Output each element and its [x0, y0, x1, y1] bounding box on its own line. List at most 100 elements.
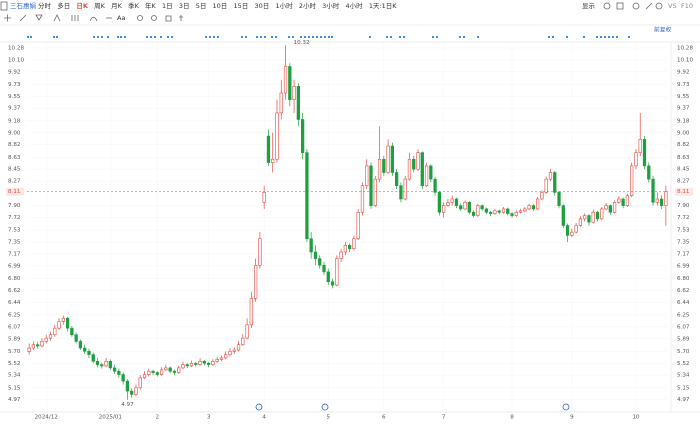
period-tab[interactable]: 30日 [254, 2, 269, 10]
capture-icon[interactable] [616, 2, 624, 10]
event-dot[interactable] [154, 36, 156, 38]
event-dot[interactable] [304, 36, 306, 38]
fib-tool[interactable] [53, 14, 61, 22]
event-dot[interactable] [403, 36, 405, 38]
shape-tool[interactable] [35, 14, 43, 21]
crosshair-tool[interactable] [4, 14, 11, 22]
help-icon[interactable] [655, 2, 663, 10]
period-tab[interactable]: 5日 [196, 2, 207, 10]
period-tab[interactable]: 1日 [162, 2, 173, 10]
search-icon[interactable] [632, 2, 640, 10]
event-dot[interactable] [205, 36, 207, 38]
event-dot[interactable] [107, 36, 109, 38]
event-dot[interactable] [386, 36, 388, 38]
period-tab[interactable]: 周K [94, 2, 106, 10]
event-dot[interactable] [209, 36, 211, 38]
event-dot[interactable] [292, 36, 294, 38]
event-dot[interactable] [390, 36, 392, 38]
event-dot[interactable] [628, 36, 630, 38]
event-dot[interactable] [167, 36, 169, 38]
event-dot[interactable] [331, 36, 333, 38]
event-dot[interactable] [312, 36, 314, 38]
adjust-label[interactable]: 前复权 [654, 26, 672, 34]
event-dot[interactable] [53, 36, 55, 38]
magnet-tool[interactable] [165, 15, 172, 22]
event-dot[interactable] [432, 36, 434, 38]
event-dot[interactable] [146, 36, 148, 38]
event-dot[interactable] [213, 36, 215, 38]
event-dot[interactable] [124, 36, 126, 38]
text-tool[interactable]: Aa [117, 14, 125, 22]
event-dot[interactable] [316, 36, 318, 38]
event-dot[interactable] [150, 36, 152, 38]
event-dot[interactable] [616, 36, 618, 38]
event-dot[interactable] [399, 36, 401, 38]
period-tab[interactable]: 2小时 [299, 1, 317, 10]
event-marker[interactable] [321, 403, 329, 411]
event-dot[interactable] [120, 36, 122, 38]
period-tab[interactable]: 季K [128, 1, 140, 10]
period-tab[interactable]: 年K [145, 1, 157, 10]
event-dot[interactable] [245, 36, 247, 38]
lock-tool[interactable] [151, 15, 157, 21]
event-dot[interactable] [97, 36, 99, 38]
period-tab[interactable]: 分时 [38, 1, 52, 10]
event-dot[interactable] [101, 36, 103, 38]
vs-button[interactable]: VS [668, 2, 677, 10]
event-dot[interactable] [324, 36, 326, 38]
event-dot[interactable] [604, 36, 606, 38]
period-tab[interactable]: 3小时 [322, 1, 340, 10]
event-dot[interactable] [30, 36, 32, 38]
event-dot[interactable] [583, 36, 585, 38]
event-dot[interactable] [271, 36, 273, 38]
event-dot[interactable] [171, 36, 173, 38]
display-menu[interactable]: 显示 [582, 2, 596, 10]
event-dot[interactable] [256, 36, 258, 38]
period-tab[interactable]: 多日 [57, 1, 70, 10]
event-dot[interactable] [27, 36, 29, 38]
f10-button[interactable]: F10 [681, 2, 693, 10]
event-dot[interactable] [308, 36, 310, 38]
period-tab[interactable]: 15日 [234, 2, 249, 10]
hide-tool[interactable] [137, 15, 143, 21]
event-dot[interactable] [463, 36, 465, 38]
stock-icon[interactable] [0, 1, 8, 11]
event-dot[interactable] [288, 36, 290, 38]
settings-icon[interactable] [603, 2, 611, 10]
event-dot[interactable] [552, 36, 554, 38]
event-dot[interactable] [300, 36, 302, 38]
event-dot[interactable] [612, 36, 614, 38]
event-dot[interactable] [117, 36, 119, 38]
event-dot[interactable] [596, 36, 598, 38]
event-dot[interactable] [548, 36, 550, 38]
period-tab[interactable]: 日K [76, 2, 89, 10]
event-dot[interactable] [608, 36, 610, 38]
event-dot[interactable] [160, 36, 162, 38]
line-tool[interactable] [19, 14, 27, 22]
delete-tool[interactable] [179, 15, 183, 21]
event-dot[interactable] [369, 36, 371, 38]
event-dot[interactable] [566, 36, 568, 38]
event-marker[interactable] [562, 403, 570, 411]
channel-tool[interactable] [71, 15, 79, 21]
event-dot[interactable] [459, 36, 461, 38]
event-dot[interactable] [264, 36, 266, 38]
period-tab[interactable]: 月K [111, 2, 123, 10]
pattern-tool[interactable] [89, 16, 98, 22]
event-dot[interactable] [477, 36, 479, 38]
event-dot[interactable] [328, 36, 330, 38]
event-dot[interactable] [93, 36, 95, 38]
event-dot[interactable] [260, 36, 262, 38]
period-tab[interactable]: 1小时 [275, 1, 293, 10]
event-dot[interactable] [217, 36, 219, 38]
event-dot[interactable] [436, 36, 438, 38]
event-dot[interactable] [275, 36, 277, 38]
period-tab[interactable]: 1天:1日K [369, 2, 397, 10]
period-tab[interactable]: 3日 [179, 2, 190, 10]
event-dot[interactable] [600, 36, 602, 38]
period-tab[interactable]: 10日 [213, 2, 228, 10]
period-tab[interactable]: 4小时 [345, 1, 363, 10]
edit-icon[interactable] [645, 2, 653, 10]
event-dot[interactable] [320, 36, 322, 38]
stock-name[interactable]: 三石惠娟 [10, 1, 36, 10]
